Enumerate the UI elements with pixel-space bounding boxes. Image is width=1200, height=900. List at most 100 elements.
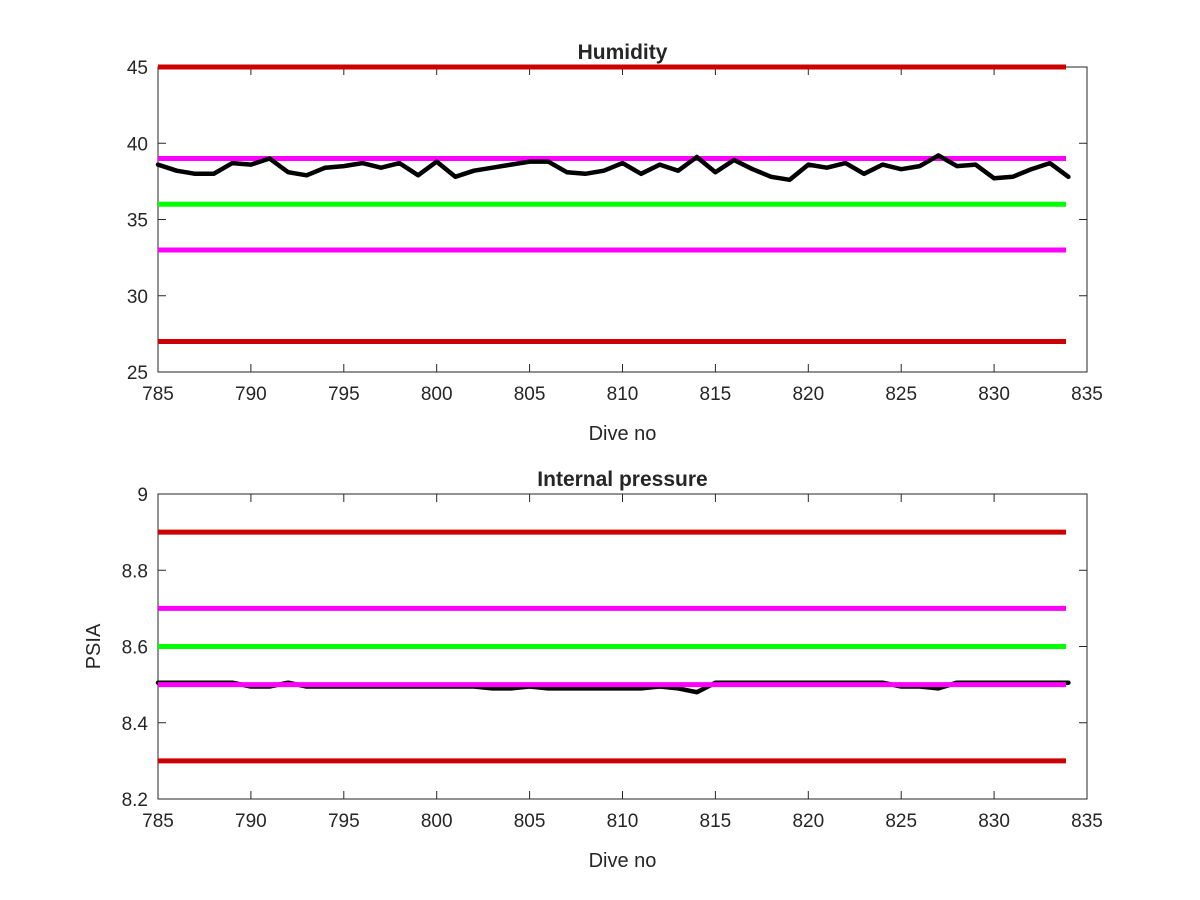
- chart-title: Internal pressure: [537, 468, 707, 491]
- data-point: [267, 157, 271, 160]
- x-tick-label: 785: [142, 384, 174, 405]
- data-point: [899, 167, 903, 171]
- y-tick-label: 8.4: [122, 714, 149, 735]
- data-point: [305, 173, 309, 177]
- data-point: [583, 686, 587, 690]
- humidity-chart: 785 790 795 800 805 810 815 820 825 830 835 25 30 35 4…: [127, 41, 1103, 445]
- data-point: [936, 153, 940, 157]
- x-tick-label: 795: [328, 811, 360, 832]
- data-point: [379, 166, 383, 170]
- x-tick-label: 795: [328, 384, 360, 405]
- data-point: [862, 172, 866, 176]
- data-point: [249, 163, 253, 167]
- data-point: [732, 158, 736, 162]
- x-tick-label: 825: [885, 811, 917, 832]
- x-tick-label: 800: [421, 384, 453, 405]
- data-point: [490, 686, 494, 690]
- x-axis-label: Dive no: [589, 423, 657, 445]
- data-point: [918, 164, 922, 168]
- data-point: [806, 163, 810, 167]
- data-point: [1011, 175, 1015, 179]
- x-tick-label: 815: [700, 384, 732, 405]
- data-point: [472, 169, 476, 173]
- data-point: [621, 686, 624, 690]
- data-point: [230, 161, 234, 165]
- data-point: [583, 172, 587, 176]
- internal-pressure-chart: 785 790 795 800 805 810 815 820 825 830 835 8.2 8.4 8…: [83, 468, 1103, 872]
- data-point: [453, 175, 457, 179]
- data-point: [955, 164, 959, 168]
- data-point: [565, 686, 569, 690]
- x-tick-label: 805: [514, 384, 546, 405]
- chart-title: Humidity: [578, 41, 668, 64]
- data-point: [212, 172, 216, 176]
- data-point: [546, 686, 550, 690]
- data-point: [602, 686, 606, 690]
- data-point: [509, 686, 513, 690]
- y-tick-label: 35: [127, 211, 148, 232]
- y-tick-label: 8.6: [122, 638, 148, 659]
- data-point: [676, 169, 680, 173]
- data-point: [992, 176, 996, 180]
- x-tick-label: 815: [700, 811, 732, 832]
- data-point: [416, 173, 420, 177]
- data-point: [769, 175, 773, 179]
- data-point: [881, 163, 885, 167]
- data-point: [602, 169, 606, 173]
- y-tick-label: 25: [127, 363, 148, 384]
- x-tick-label: 785: [142, 811, 174, 832]
- data-point: [1029, 167, 1033, 171]
- data-point: [565, 170, 569, 174]
- x-tick-label: 800: [421, 811, 453, 832]
- data-point: [1066, 681, 1070, 685]
- x-tick-label: 790: [235, 811, 267, 832]
- data-point: [509, 163, 513, 167]
- data-point: [676, 686, 680, 690]
- data-point: [825, 166, 829, 170]
- data-point: [360, 161, 364, 165]
- data-point: [175, 169, 179, 173]
- data-point: [974, 163, 978, 167]
- data-point: [843, 161, 847, 165]
- data-point: [751, 167, 755, 171]
- x-tick-label: 835: [1071, 811, 1103, 832]
- data-point: [286, 170, 290, 174]
- data-point: [936, 686, 940, 690]
- data-point: [546, 160, 550, 164]
- x-tick-label: 810: [607, 384, 639, 405]
- y-axis-label: PSIA: [83, 623, 105, 669]
- x-tick-label: 790: [235, 384, 267, 405]
- data-point: [435, 160, 439, 164]
- x-tick-label: 820: [792, 811, 824, 832]
- data-point: [713, 170, 717, 174]
- x-tick-label: 830: [978, 384, 1010, 405]
- y-tick-label: 8.8: [122, 561, 148, 582]
- y-tick-label: 8.2: [122, 790, 148, 811]
- x-tick-label: 830: [978, 811, 1010, 832]
- x-tick-label: 805: [514, 811, 546, 832]
- data-point: [695, 155, 699, 159]
- data-point: [658, 163, 662, 167]
- data-point: [621, 161, 624, 165]
- data-point: [1048, 161, 1052, 165]
- data-point: [323, 166, 327, 170]
- y-tick-label: 45: [127, 58, 148, 79]
- y-tick-label: 40: [127, 134, 148, 155]
- x-tick-label: 820: [792, 384, 824, 405]
- x-tick-label: 810: [607, 811, 639, 832]
- y-tick-label: 9: [137, 485, 148, 506]
- data-point: [342, 164, 346, 168]
- data-point: [193, 172, 197, 176]
- y-tick-label: 30: [127, 287, 148, 308]
- data-point: [695, 690, 699, 694]
- data-point: [1066, 175, 1070, 179]
- data-point: [156, 163, 160, 167]
- data-point: [639, 172, 643, 176]
- data-point: [788, 178, 792, 182]
- data-series-line: [155, 153, 1071, 183]
- x-axis-label: Dive no: [589, 850, 657, 872]
- x-tick-label: 835: [1071, 384, 1103, 405]
- data-point: [490, 166, 494, 170]
- x-tick-label: 825: [885, 384, 917, 405]
